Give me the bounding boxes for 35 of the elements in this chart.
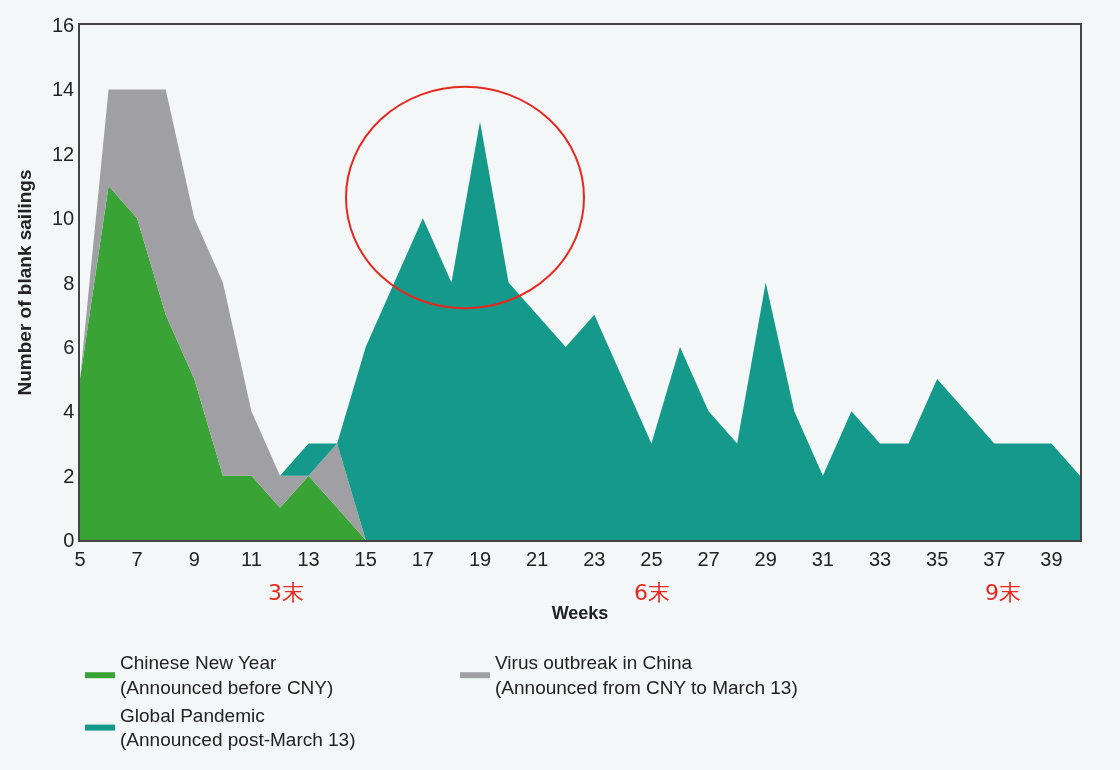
- x-axis-title: Weeks: [551, 603, 609, 624]
- x-tick-label: 23: [583, 547, 606, 570]
- text: 6末: [634, 580, 670, 605]
- x-tick-label: 25: [640, 547, 663, 570]
- x-tick-label: 17: [411, 547, 434, 570]
- y-axis-title: Number of blank sailings: [14, 169, 36, 396]
- x-tick-label: 13: [297, 547, 320, 570]
- y-tick-label: 6: [63, 335, 75, 358]
- x-tick-label: 21: [526, 547, 549, 570]
- text: 3末: [268, 580, 304, 605]
- x-tick-label: 15: [354, 547, 377, 570]
- x-tick-label: 33: [868, 547, 892, 570]
- x-tick-label: 37: [983, 547, 1006, 570]
- legend-label: Chinese New Year (Announced before CNY): [120, 652, 334, 698]
- x-tick-label: 29: [754, 547, 777, 570]
- y-tick-label: 16: [52, 14, 75, 36]
- legend-label: Virus outbreak in China (Announced from CNY to March 13): [495, 652, 798, 698]
- x-tick-label: 31: [811, 547, 834, 570]
- x-tick-label: 7: [131, 547, 143, 570]
- y-tick-label: 10: [52, 207, 75, 230]
- legend-label: Global Pandemic (Announced post-March 13): [120, 704, 356, 751]
- x-tick-label: 19: [468, 547, 492, 570]
- y-tick-label: 12: [52, 142, 75, 165]
- x-tick-label: 11: [241, 547, 262, 570]
- x-tick-label: 5: [74, 547, 86, 570]
- y-tick-label: 8: [63, 271, 75, 294]
- y-tick-label: 0: [63, 529, 75, 551]
- y-tick-label: 4: [63, 400, 75, 423]
- x-tick-label: 35: [926, 547, 949, 570]
- x-tick-label: 9: [188, 547, 200, 570]
- x-tick-label: 39: [1040, 547, 1063, 570]
- text: 9末: [985, 580, 1021, 605]
- y-tick-label: 14: [52, 78, 75, 101]
- x-tick-label: 27: [697, 547, 720, 570]
- y-tick-label: 2: [63, 464, 75, 487]
